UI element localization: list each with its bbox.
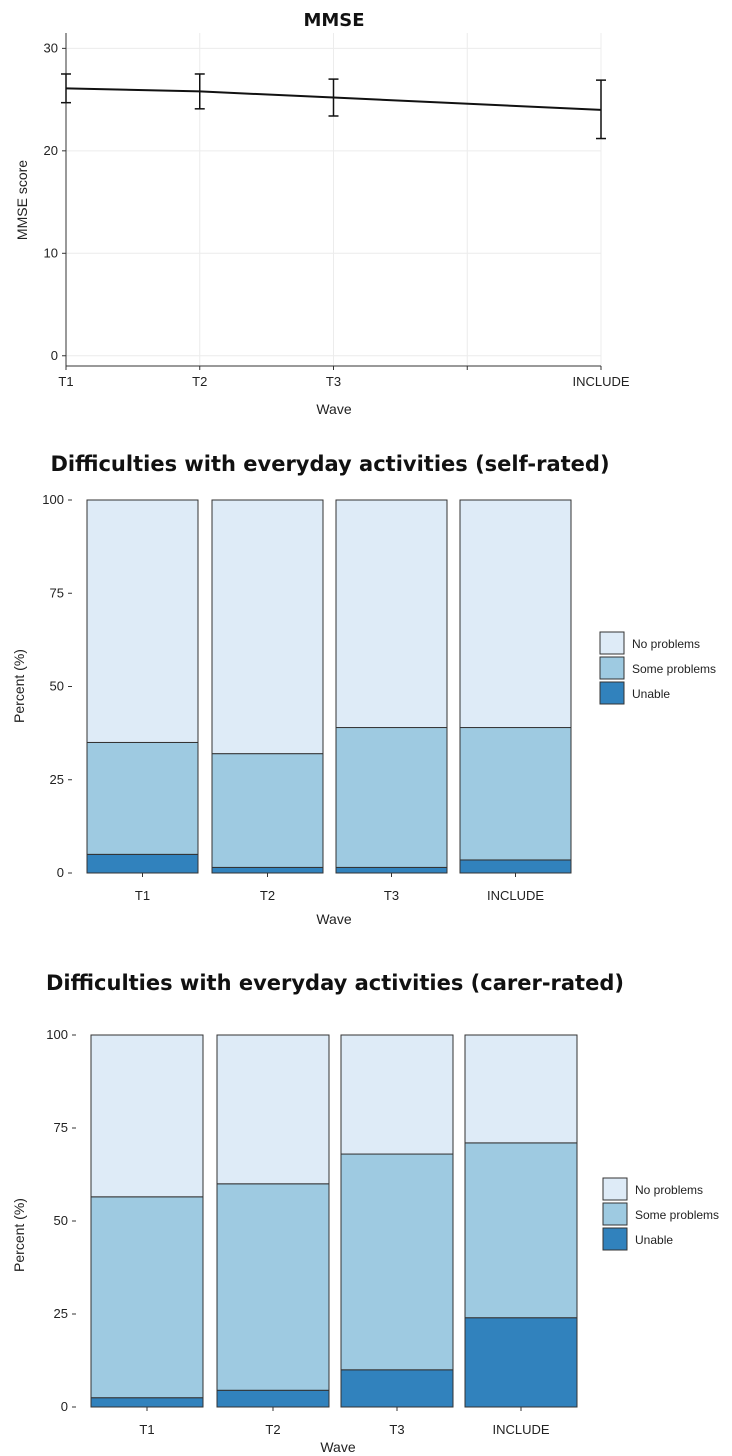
bar-segment-some-problems bbox=[335, 727, 448, 868]
legend-label: No problems bbox=[635, 1183, 703, 1197]
legend-swatch bbox=[599, 631, 625, 655]
x-tick-label: INCLUDE bbox=[572, 374, 629, 389]
x-tick-label: T3 bbox=[326, 374, 341, 389]
bar-segment-unable bbox=[459, 859, 572, 874]
x-axis-label: Wave bbox=[316, 911, 351, 927]
y-tick-label: 25 bbox=[54, 1306, 68, 1321]
bar-segment-no-problems bbox=[464, 1034, 578, 1144]
y-tick-label: 20 bbox=[44, 143, 58, 158]
x-ticks: T1 T2 T3 INCLUDE bbox=[58, 366, 630, 389]
y-tick-label: 30 bbox=[44, 40, 58, 55]
x-tick-label: T3 bbox=[384, 888, 399, 903]
y-tick-label: 75 bbox=[50, 585, 64, 600]
bar-segment-no-problems bbox=[86, 499, 199, 743]
y-tick-label: 100 bbox=[46, 1027, 68, 1042]
y-axis-label: MMSE score bbox=[14, 160, 30, 240]
x-axis-label: Wave bbox=[316, 401, 351, 417]
legend-swatch bbox=[602, 1227, 628, 1251]
x-tick-label: T1 bbox=[139, 1422, 154, 1437]
bar-segment-some-problems bbox=[340, 1153, 454, 1371]
bar-segment-some-problems bbox=[459, 727, 572, 861]
y-tick-label: 10 bbox=[44, 245, 58, 260]
x-tick-label: T1 bbox=[58, 374, 73, 389]
bar-segment-some-problems bbox=[90, 1196, 204, 1399]
y-tick-label: 25 bbox=[50, 772, 64, 787]
y-ticks: 0 10 20 30 bbox=[44, 40, 66, 363]
y-tick-label: 50 bbox=[54, 1213, 68, 1228]
y-axis-label: Percent (%) bbox=[11, 649, 27, 723]
x-tick-label: T2 bbox=[265, 1422, 280, 1437]
legend-label: Some problems bbox=[632, 662, 716, 676]
bar-segment-no-problems bbox=[459, 499, 572, 729]
bar-segment-unable bbox=[340, 1369, 454, 1408]
self-rated-stacked-bar-chart: Difficulties with everyday activities (s… bbox=[11, 452, 716, 927]
legend-swatch bbox=[599, 681, 625, 705]
legend-label: Unable bbox=[632, 687, 670, 701]
bar-segment-no-problems bbox=[216, 1034, 330, 1185]
x-tick-label: T1 bbox=[135, 888, 150, 903]
legend-label: No problems bbox=[632, 637, 700, 651]
bar-segment-unable bbox=[90, 1397, 204, 1408]
x-tick-label: INCLUDE bbox=[492, 1422, 549, 1437]
chart-title: Difficulties with everyday activities (c… bbox=[46, 971, 624, 995]
bar-segment-some-problems bbox=[86, 741, 199, 855]
y-tick-label: 100 bbox=[42, 492, 64, 507]
bar-segment-unable bbox=[86, 853, 199, 874]
bar-segment-some-problems bbox=[216, 1183, 330, 1391]
chart-title: MMSE bbox=[303, 10, 364, 31]
y-tick-label: 0 bbox=[61, 1399, 68, 1414]
legend: No problems Some problems Unable bbox=[599, 631, 716, 705]
legend-swatch bbox=[599, 656, 625, 680]
bar-segment-unable bbox=[335, 866, 448, 874]
y-ticks: 0 25 50 75 100 bbox=[46, 1027, 76, 1414]
x-tick-label: INCLUDE bbox=[487, 888, 544, 903]
bar-segment-unable bbox=[464, 1317, 578, 1408]
bar-segment-some-problems bbox=[464, 1142, 578, 1319]
data-marks bbox=[61, 73, 606, 140]
x-ticks: T1 T2 T3 INCLUDE bbox=[135, 873, 544, 903]
bar-segment-unable bbox=[216, 1389, 330, 1408]
x-tick-label: T2 bbox=[260, 888, 275, 903]
y-ticks: 0 25 50 75 100 bbox=[42, 492, 72, 880]
x-ticks: T1 T2 T3 INCLUDE bbox=[139, 1407, 550, 1437]
legend-swatch bbox=[602, 1177, 628, 1201]
bars bbox=[86, 499, 572, 874]
x-tick-label: T3 bbox=[389, 1422, 404, 1437]
x-axis-label: Wave bbox=[320, 1439, 355, 1455]
y-tick-label: 0 bbox=[57, 865, 64, 880]
bar-segment-no-problems bbox=[335, 499, 448, 729]
carer-rated-stacked-bar-chart: Difficulties with everyday activities (c… bbox=[11, 971, 719, 1455]
y-tick-label: 75 bbox=[54, 1120, 68, 1135]
legend-label: Unable bbox=[635, 1233, 673, 1247]
x-tick-label: T2 bbox=[192, 374, 207, 389]
legend: No problems Some problems Unable bbox=[602, 1177, 719, 1251]
y-tick-label: 50 bbox=[50, 679, 64, 694]
bar-segment-no-problems bbox=[90, 1034, 204, 1198]
y-tick-label: 0 bbox=[51, 348, 58, 363]
mmse-line-chart: MMSE 0 10 20 30 T1 T2 T3 INCLUDE Wave MMSE sco… bbox=[14, 10, 630, 417]
chart-title: Difficulties with everyday activities (s… bbox=[50, 452, 609, 476]
legend-swatch bbox=[602, 1202, 628, 1226]
y-axis-label: Percent (%) bbox=[11, 1198, 27, 1272]
bar-segment-no-problems bbox=[211, 499, 324, 755]
bar-segment-some-problems bbox=[211, 753, 324, 868]
series-line bbox=[65, 87, 602, 111]
bar-segment-no-problems bbox=[340, 1034, 454, 1155]
legend-label: Some problems bbox=[635, 1208, 719, 1222]
bar-segment-unable bbox=[211, 866, 324, 874]
bars bbox=[90, 1034, 578, 1408]
